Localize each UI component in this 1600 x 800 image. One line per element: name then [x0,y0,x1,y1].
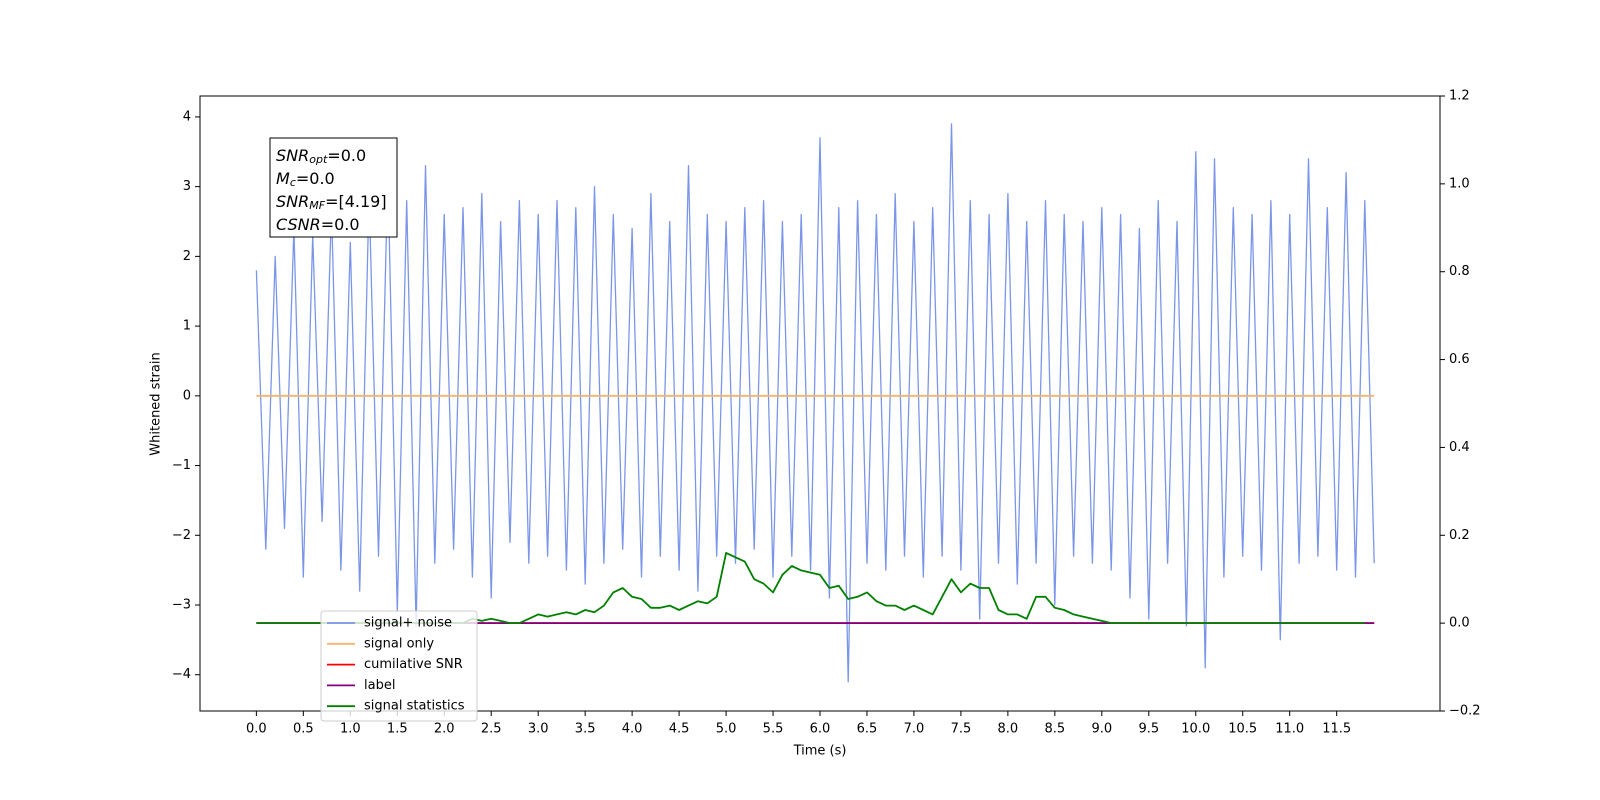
x-tick-label: 4.5 [669,722,690,737]
x-tick-label: 10.0 [1181,722,1210,737]
legend-label: signal only [364,636,434,651]
x-tick-label: 11.0 [1275,722,1304,737]
x-tick-label: 5.0 [716,722,737,737]
legend-label: cumilative SNR [364,657,463,672]
y2-tick-label: 0.2 [1449,528,1470,543]
x-tick-label: 9.0 [1091,722,1112,737]
annotation-subscript: c [290,176,296,189]
x-tick-label: 3.5 [575,722,596,737]
x-tick-label: 2.0 [434,722,455,737]
y-tick-label: −1 [172,458,191,473]
annotation-symbol: CSNR [276,215,321,234]
x-tick-label: 1.5 [387,722,408,737]
y2-tick-label: 0.4 [1449,440,1470,455]
y2-tick-label: 1.2 [1449,89,1470,104]
y2-tick-label: 0.6 [1449,352,1470,367]
y-tick-label: 2 [183,249,191,264]
annotation-value: =0.0 [327,146,366,165]
y-tick-label: −3 [172,598,191,613]
x-tick-label: 8.0 [998,722,1019,737]
legend-label: label [364,678,395,693]
annotation-box [269,137,398,238]
x-tick-label: 9.5 [1138,722,1159,737]
x-tick-label: 6.0 [810,722,831,737]
x-tick-label: 8.5 [1045,722,1066,737]
x-tick-label: 1.0 [340,722,361,737]
y2-tick-label: −0.2 [1449,704,1481,719]
y-tick-label: 0 [183,388,191,403]
x-axis-label: Time (s) [793,744,847,759]
legend-label: signal+ noise [364,616,452,631]
annotation-line: SNRopt=0.0 [276,146,366,167]
x-tick-label: 7.0 [904,722,925,737]
x-tick-label: 10.5 [1228,722,1257,737]
y-axis-label: Whitened strain [149,352,164,455]
annotation-subscript: opt [309,153,328,166]
annotation-subscript: MF [309,199,325,212]
x-tick-label: 6.5 [857,722,878,737]
y-tick-label: 3 [183,179,191,194]
annotation-symbol: SNR [276,192,309,211]
x-tick-label: 5.5 [763,722,784,737]
annotation-line: CSNR=0.0 [276,215,360,234]
x-tick-label: 2.5 [481,722,502,737]
annotation-value: =0.0 [296,169,335,188]
series-line [255,123,1375,683]
annotation-symbol: SNR [276,146,309,165]
x-tick-label: 0.5 [293,722,314,737]
y2-tick-label: 1.0 [1449,176,1470,191]
x-tick-label: 4.0 [622,722,643,737]
annotation-line: Mc=0.0 [276,169,335,190]
y-tick-label: 1 [183,319,191,334]
y2-tick-label: 0.8 [1449,264,1470,279]
legend-box [320,610,478,722]
x-tick-label: 0.0 [246,722,267,737]
y-tick-label: −4 [172,667,191,682]
annotation-value: =0.0 [321,215,360,234]
annotation-symbol: M [276,169,290,188]
y-tick-label: −2 [172,528,191,543]
y-tick-label: 4 [183,109,191,124]
annotation-value: =[4.19] [325,192,387,211]
y2-tick-label: 0.0 [1449,616,1470,631]
annotation-line: SNRMF=[4.19] [276,192,387,213]
x-tick-label: 11.5 [1322,722,1351,737]
x-tick-label: 3.0 [528,722,549,737]
x-tick-label: 7.5 [951,722,972,737]
legend-label: signal statistics [364,699,465,714]
